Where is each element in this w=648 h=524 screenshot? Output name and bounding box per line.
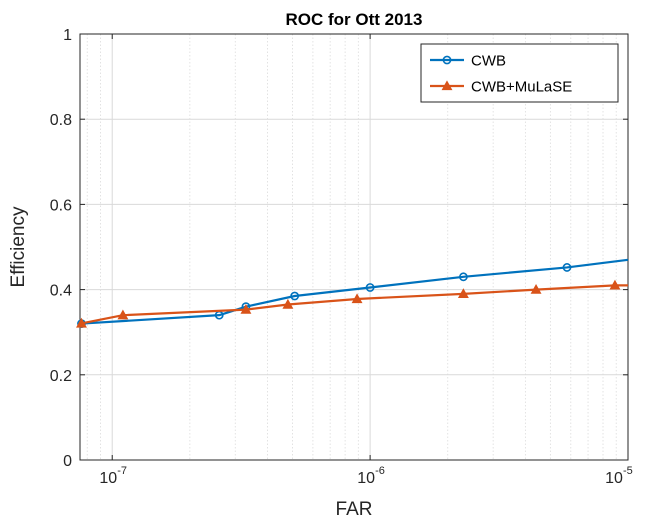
x-tick-exponent: -7: [117, 465, 127, 477]
x-tick-exponent: -6: [375, 465, 385, 477]
series-line: [79, 258, 629, 325]
legend-entry[interactable]: CWB+MuLaSE: [430, 79, 572, 96]
y-tick-label: 0.2: [50, 368, 72, 385]
x-tick-label: 10: [99, 470, 117, 487]
x-tick-label: 10: [605, 470, 623, 487]
y-tick-label: 0.6: [50, 197, 72, 214]
chart-title: ROC for Ott 2013: [286, 10, 423, 29]
data-point: [562, 263, 572, 272]
legend-marker: [441, 80, 453, 91]
y-axis-label: Efficiency: [8, 206, 29, 287]
y-tick-label: 1: [63, 27, 72, 44]
data-point: [76, 317, 87, 328]
data-point: [117, 309, 129, 320]
legend-box: [420, 43, 619, 103]
data-point: [282, 298, 294, 309]
legend[interactable]: CWB CWB+MuLaSE: [420, 43, 619, 103]
data-point: [365, 283, 375, 292]
x-axis-label: FAR: [336, 499, 373, 520]
axes-box: [79, 33, 629, 461]
legend-entry[interactable]: CWB: [430, 53, 506, 70]
data-point: [290, 291, 300, 301]
y-tick-label: 0.8: [50, 112, 72, 129]
data-point: [457, 288, 469, 299]
series-2: [76, 279, 628, 328]
legend-label: CWB: [471, 53, 506, 70]
x-tick-exponent: -5: [623, 465, 633, 477]
y-tick-label: 0: [63, 453, 72, 470]
data-point: [240, 303, 252, 314]
x-tick-label: 10: [357, 470, 375, 487]
series-layer: [76, 258, 629, 328]
legend-marker: [442, 55, 452, 65]
data-point: [351, 293, 363, 304]
data-point: [530, 283, 542, 294]
legend-label: CWB+MuLaSE: [471, 79, 572, 96]
y-tick-label: 0.4: [50, 283, 72, 300]
data-point: [609, 279, 621, 290]
data-point: [458, 272, 468, 282]
axes-background: [80, 34, 628, 460]
